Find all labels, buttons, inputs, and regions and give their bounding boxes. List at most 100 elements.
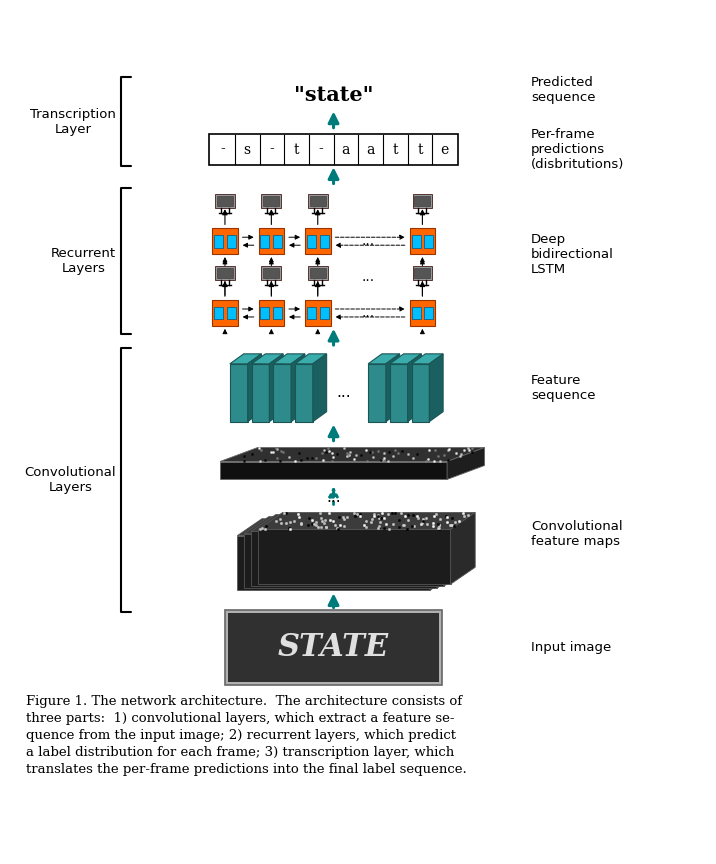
Bar xyxy=(308,194,328,208)
Text: -: - xyxy=(220,143,225,156)
Text: "state": "state" xyxy=(294,85,373,105)
Text: Convolutional
Layers: Convolutional Layers xyxy=(25,467,117,494)
Text: a: a xyxy=(367,143,374,156)
Polygon shape xyxy=(295,364,313,422)
Text: Feature
sequence: Feature sequence xyxy=(531,374,596,402)
Text: Predicted
sequence: Predicted sequence xyxy=(531,76,596,104)
Bar xyxy=(415,268,430,278)
Bar xyxy=(310,268,326,278)
Bar xyxy=(258,228,284,254)
Polygon shape xyxy=(274,364,291,422)
Polygon shape xyxy=(291,354,305,422)
Polygon shape xyxy=(447,448,485,480)
Bar xyxy=(214,307,223,320)
Text: Input image: Input image xyxy=(531,641,611,654)
Bar xyxy=(308,266,328,280)
Bar xyxy=(217,196,233,206)
Polygon shape xyxy=(390,364,407,422)
Bar xyxy=(425,307,433,320)
Polygon shape xyxy=(220,461,447,480)
Text: Recurrent
Layers: Recurrent Layers xyxy=(52,247,117,275)
Polygon shape xyxy=(230,364,248,422)
Polygon shape xyxy=(244,534,437,588)
Text: Figure 1. The network architecture.  The architecture consists of
three parts:  : Figure 1. The network architecture. The … xyxy=(26,696,466,776)
Text: t: t xyxy=(392,143,398,156)
Bar xyxy=(412,307,420,320)
Bar xyxy=(310,196,326,206)
Bar xyxy=(305,300,331,326)
Bar xyxy=(307,235,316,248)
Polygon shape xyxy=(368,354,400,364)
Polygon shape xyxy=(258,530,450,584)
Bar xyxy=(261,307,269,320)
Bar xyxy=(209,134,458,166)
Bar xyxy=(412,266,432,280)
Bar xyxy=(263,196,279,206)
Polygon shape xyxy=(269,354,284,422)
Bar xyxy=(215,194,235,208)
Bar xyxy=(227,235,236,248)
Bar xyxy=(274,235,282,248)
Text: Transcription
Layer: Transcription Layer xyxy=(31,108,117,136)
Bar xyxy=(410,300,435,326)
Polygon shape xyxy=(237,518,455,536)
Polygon shape xyxy=(368,364,386,422)
Polygon shape xyxy=(258,512,475,530)
Text: ...: ... xyxy=(336,385,351,400)
Polygon shape xyxy=(444,515,468,587)
Text: -: - xyxy=(269,143,274,156)
Text: e: e xyxy=(440,143,449,156)
Polygon shape xyxy=(390,354,422,364)
Bar xyxy=(415,196,430,206)
Bar xyxy=(215,266,235,280)
Polygon shape xyxy=(450,512,475,584)
Bar xyxy=(261,194,281,208)
Polygon shape xyxy=(237,536,430,590)
Bar xyxy=(214,235,223,248)
Polygon shape xyxy=(430,354,443,422)
Polygon shape xyxy=(386,354,400,422)
Text: a: a xyxy=(342,143,350,156)
Text: ...: ... xyxy=(326,490,341,505)
Polygon shape xyxy=(313,354,326,422)
Text: ...: ... xyxy=(362,234,374,248)
Bar xyxy=(410,228,435,254)
Polygon shape xyxy=(220,448,485,461)
Polygon shape xyxy=(230,354,261,364)
Text: Per-frame
predictions
(disbritutions): Per-frame predictions (disbritutions) xyxy=(531,128,624,171)
Bar xyxy=(274,307,282,320)
Polygon shape xyxy=(248,354,261,422)
Polygon shape xyxy=(251,354,284,364)
Bar xyxy=(305,228,331,254)
Bar xyxy=(412,194,432,208)
Polygon shape xyxy=(407,354,422,422)
Polygon shape xyxy=(251,364,269,422)
Bar xyxy=(319,307,329,320)
Polygon shape xyxy=(412,364,430,422)
Text: Deep
bidirectional
LSTM: Deep bidirectional LSTM xyxy=(531,232,614,276)
Bar xyxy=(258,300,284,326)
Polygon shape xyxy=(412,354,443,364)
Bar xyxy=(227,307,236,320)
Bar xyxy=(225,611,442,685)
Polygon shape xyxy=(295,354,326,364)
Text: ...: ... xyxy=(362,270,374,284)
Bar xyxy=(261,266,281,280)
Polygon shape xyxy=(430,518,455,590)
Bar xyxy=(263,268,279,278)
Polygon shape xyxy=(437,517,461,588)
Bar xyxy=(217,268,233,278)
Bar xyxy=(307,307,316,320)
Polygon shape xyxy=(251,515,468,531)
Text: t: t xyxy=(294,143,299,156)
Text: STATE: STATE xyxy=(278,632,389,664)
Bar xyxy=(212,228,238,254)
Polygon shape xyxy=(274,354,305,364)
Bar xyxy=(261,235,269,248)
Text: -: - xyxy=(319,143,324,156)
Bar xyxy=(425,235,433,248)
Bar xyxy=(412,235,420,248)
Polygon shape xyxy=(251,531,444,587)
Text: Convolutional
feature maps: Convolutional feature maps xyxy=(531,520,623,548)
Bar xyxy=(212,300,238,326)
